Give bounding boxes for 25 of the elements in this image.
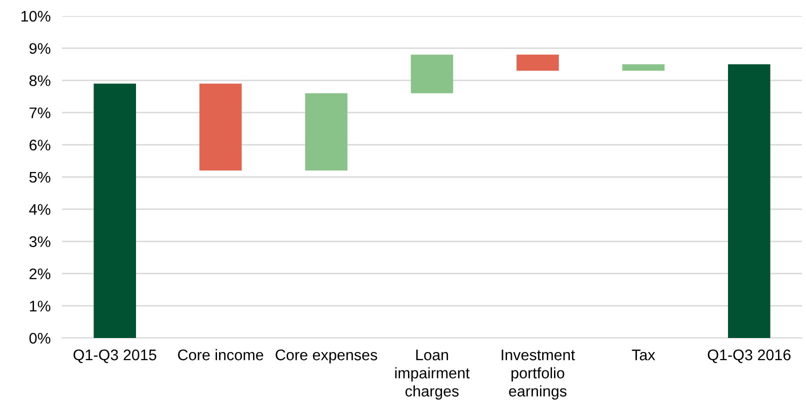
bar	[94, 84, 136, 338]
y-tick-label: 7%	[30, 108, 50, 118]
y-tick-label: 1%	[30, 300, 50, 312]
bar	[305, 93, 348, 171]
y-tick-label: 5%	[29, 172, 50, 183]
bar	[622, 64, 665, 71]
x-tick-label: Tax	[632, 350, 656, 360]
x-tick-label: Core expenses	[276, 350, 378, 364]
x-tick-label: Q1-Q3 2015	[74, 350, 156, 364]
x-tick-label: Core income	[178, 349, 264, 360]
bar	[410, 54, 454, 94]
y-tick-label: 6%	[30, 140, 50, 150]
y-tick-label: 4%	[29, 204, 50, 215]
bar	[199, 84, 242, 171]
y-tick-label: 8%	[29, 75, 50, 86]
y-tick-label: 3%	[29, 236, 50, 248]
y-tick-label: 10%	[21, 10, 50, 22]
x-tick-label: Loan impairment charges	[395, 350, 470, 400]
bar	[516, 54, 559, 71]
y-tick-label: 0%	[29, 332, 50, 344]
y-tick-label: 9%	[30, 43, 50, 54]
x-tick-label: Investment portfolio earnings	[502, 350, 575, 400]
bar	[728, 64, 770, 338]
x-tick-label: Q1-Q3 2016	[708, 350, 791, 364]
y-tick-label: 2%	[30, 268, 50, 280]
